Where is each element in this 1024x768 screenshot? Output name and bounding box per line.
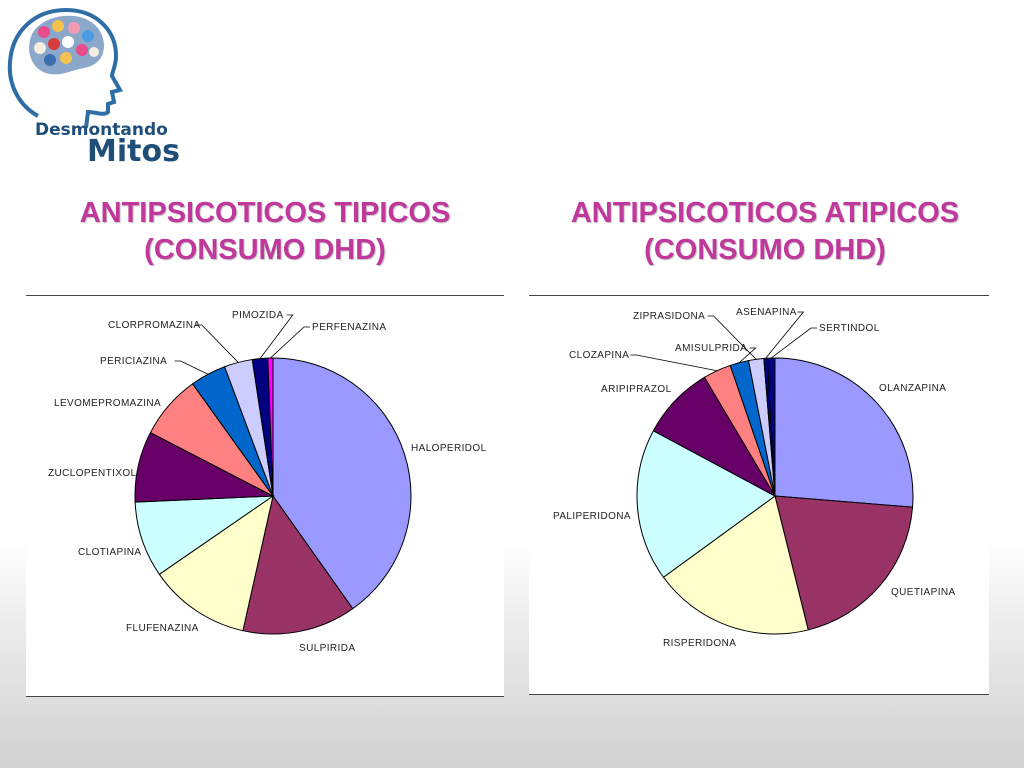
- slice-label-perfenazina: PERFENAZINA: [312, 322, 386, 333]
- slice-label-olanzapina: OLANZAPINA: [879, 383, 946, 394]
- slice-label-sertindol: SERTINDOL: [819, 323, 880, 334]
- leader-line-pimozida: [259, 314, 294, 359]
- slice-label-sulpirida: SULPIRIDA: [299, 643, 355, 654]
- chart-title-typical-line2: (CONSUMO DHD): [144, 234, 386, 266]
- pie-chart-typical: HALOPERIDOL SULPIRIDA FLUFENAZINA CLOTIAPIN…: [26, 295, 504, 697]
- slice-label-paliperidona: PALIPERIDONA: [553, 511, 631, 522]
- pie-slice-sulpirida: [242, 494, 354, 635]
- pie-slice-sertindol: [766, 357, 776, 497]
- slice-label-periciazina: PERICIAZINA: [100, 356, 167, 367]
- chart-title-atypical-line1: ANTIPSICOTICOS ATIPICOS: [570, 197, 960, 229]
- slice-label-risperidona: RISPERIDONA: [663, 638, 736, 649]
- pie-chart-atypical: OLANZAPINA QUETIAPINA RISPERIDONA PALIPERID…: [529, 295, 989, 695]
- slice-label-haloperidol: HALOPERIDOL: [411, 443, 487, 454]
- pie-slice-flufenazina: [158, 494, 274, 632]
- slice-label-aripiprazol: ARIPIPRAZOL: [601, 384, 672, 395]
- chart-title-atypical: ANTIPSICOTICOS ATIPICOS (CONSUMO DHD): [525, 195, 1005, 269]
- pie-slice-risperidona: [662, 495, 809, 635]
- chart-title-typical-line1: ANTIPSICOTICOS TIPICOS: [79, 197, 451, 229]
- pie-slice-haloperidol: [272, 357, 412, 610]
- logo-text-line2: Mitos: [87, 134, 180, 169]
- slice-label-flufenazina: FLUFENAZINA: [126, 623, 199, 634]
- slice-label-zuclopentixol: ZUCLOPENTIXOL: [48, 468, 137, 479]
- slice-label-clozapina: CLOZAPINA: [569, 350, 629, 361]
- leader-line-perfenazina: [270, 326, 310, 359]
- slice-label-quetiapina: QUETIAPINA: [891, 587, 956, 598]
- pie-chart-typical-svg: HALOPERIDOL SULPIRIDA FLUFENAZINA CLOTIAPIN…: [48, 310, 487, 654]
- leader-line-clozapina: [630, 354, 718, 372]
- leader-line-clorpromazina: [195, 324, 239, 363]
- chart-title-typical: ANTIPSICOTICOS TIPICOS (CONSUMO DHD): [30, 195, 500, 269]
- brain-head-logo-icon: [7, 7, 124, 129]
- leader-line-ziprasidona: [707, 315, 757, 360]
- leader-line-amisulprida: [739, 347, 757, 363]
- pie-slice-paliperidona: [636, 430, 776, 578]
- slice-label-clotiapina: CLOTIAPINA: [78, 547, 141, 558]
- chart-title-atypical-line2: (CONSUMO DHD): [644, 234, 886, 266]
- slice-label-pimozida: PIMOZIDA: [232, 310, 284, 321]
- leader-line-periciazina: [174, 360, 209, 375]
- slice-label-ziprasidona: ZIPRASIDONA: [633, 311, 705, 322]
- pie-chart-atypical-svg: OLANZAPINA QUETIAPINA RISPERIDONA PALIPERID…: [553, 307, 956, 649]
- leader-line-asenapina: [765, 311, 805, 359]
- slice-label-levomepromazina: LEVOMEPROMAZINA: [54, 398, 161, 409]
- slice-label-amisulprida: AMISULPRIDA: [675, 343, 747, 354]
- pie-slice-olanzapina: [774, 357, 914, 508]
- pie-slice-quetiapina: [774, 495, 914, 631]
- logo: Desmontando Mitos: [0, 0, 193, 170]
- slice-label-clorpromazina: CLORPROMAZINA: [108, 320, 200, 331]
- logo-text-line1: Desmontando: [35, 120, 168, 140]
- leader-line-sertindol: [770, 327, 817, 359]
- slice-label-asenapina: ASENAPINA: [736, 307, 797, 318]
